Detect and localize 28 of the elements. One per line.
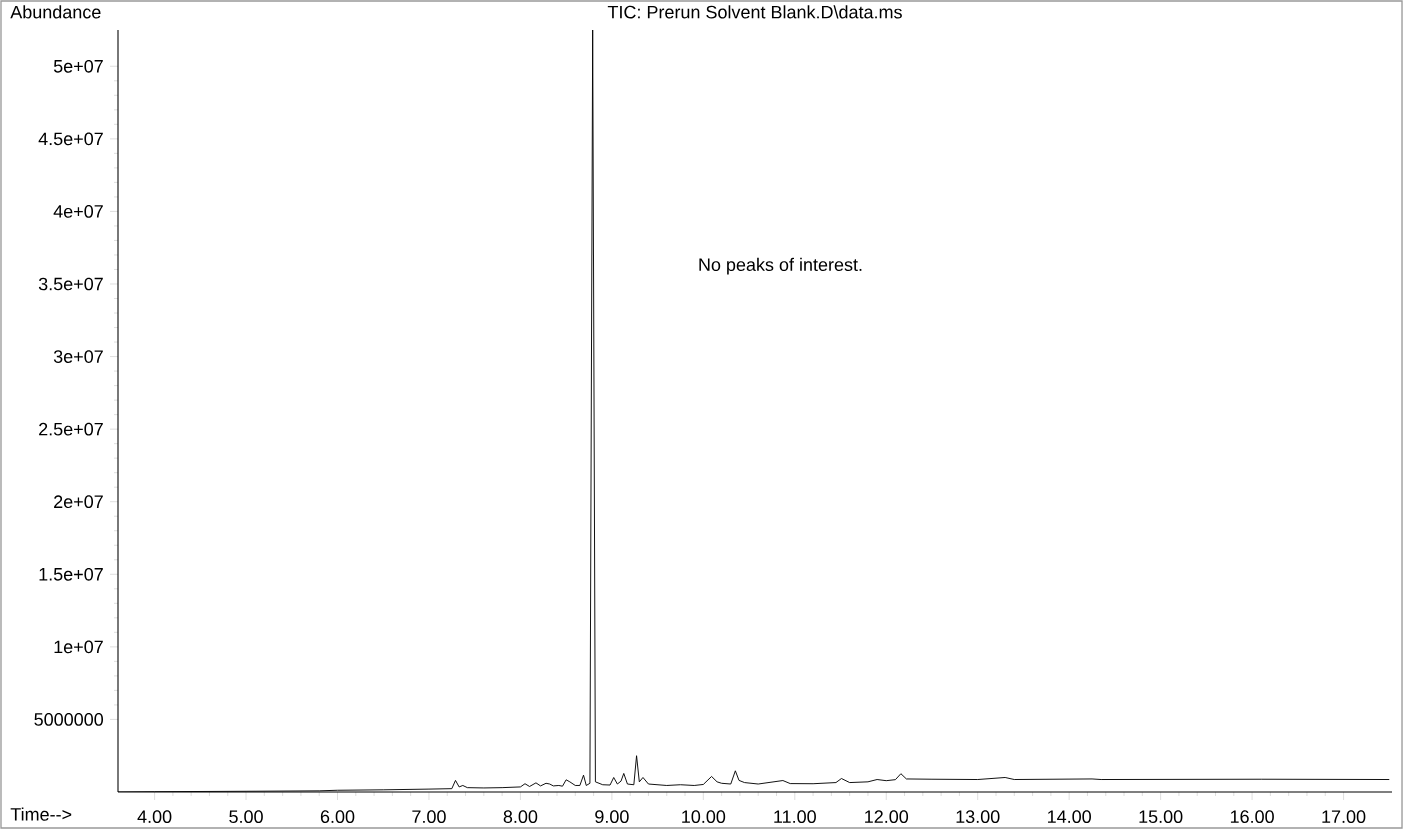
x-tick-label: 10.00 [682, 810, 726, 823]
y-tick-label: 4.5e+07 [38, 132, 103, 146]
x-tick-label: 12.00 [865, 810, 909, 823]
x-tick-label: 5.00 [229, 810, 263, 823]
y-tick-label: 1.5e+07 [39, 567, 103, 581]
y-tick-label: 2.5e+07 [39, 422, 103, 436]
y-tick-label: 3e+07 [53, 350, 103, 363]
x-tick-label: 7.00 [412, 810, 446, 823]
x-tick-label: 15.00 [1139, 810, 1183, 823]
x-tick-label: 11.00 [774, 810, 816, 823]
x-axis-title: Time--> [10, 807, 72, 821]
x-tick-label: 4.00 [137, 810, 172, 823]
x-tick-label: 8.00 [503, 810, 538, 823]
y-tick-label: 4e+07 [53, 205, 103, 218]
y-tick-label: 2e+07 [54, 495, 103, 509]
y-tick-label: 5e+07 [53, 59, 103, 73]
x-tick-label: 6.00 [320, 810, 355, 823]
y-tick-label: 5000000 [34, 713, 104, 726]
x-tick-label: 13.00 [956, 810, 1000, 823]
x-tick-label: 16.00 [1230, 810, 1274, 823]
x-tick-label: 9.00 [595, 810, 629, 823]
y-tick-label: 3.5e+07 [38, 277, 103, 291]
y-tick-label: 1e+07 [54, 640, 103, 654]
x-tick-label: 14.00 [1048, 810, 1091, 823]
x-tick-label: 17.00 [1322, 810, 1366, 823]
chart-title: TIC: Prerun Solvent Blank.D\data.ms [607, 5, 902, 19]
y-axis-title: Abundance [10, 5, 101, 19]
annotation: No peaks of interest. [699, 257, 862, 275]
